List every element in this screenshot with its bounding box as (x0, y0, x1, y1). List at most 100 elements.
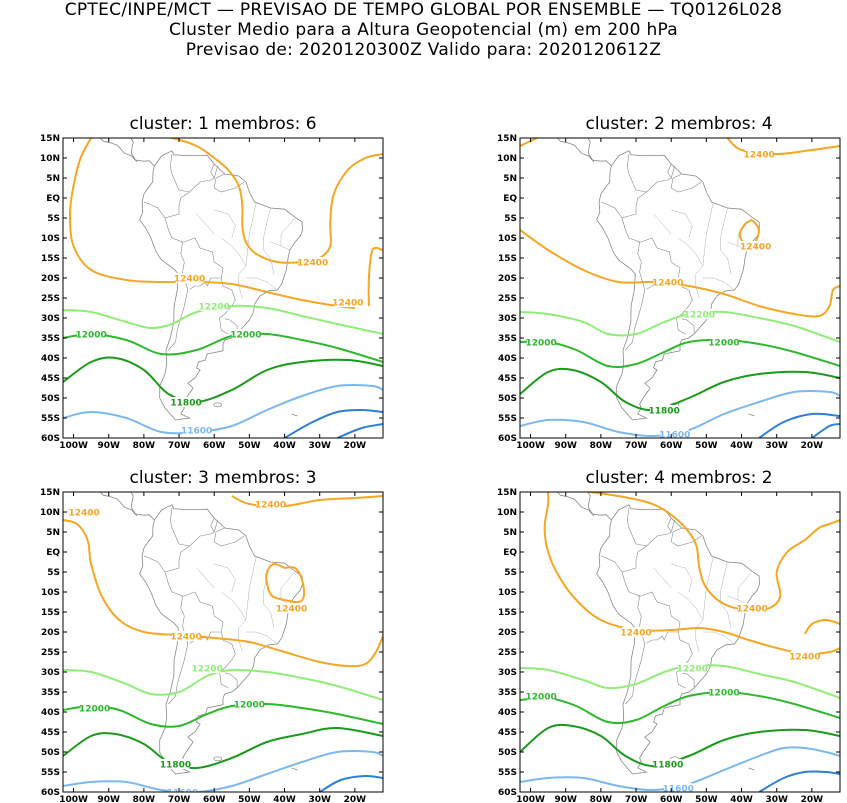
contour-label-bg (745, 149, 774, 159)
lon-label: 80W (590, 795, 613, 803)
coastline-south-america (139, 504, 303, 775)
lat-label: 10N (40, 154, 60, 164)
contour-12400 (367, 246, 383, 307)
contour-label: 12200 (677, 665, 708, 675)
state-border (737, 571, 753, 600)
lat-label: 20S (41, 274, 60, 284)
lat-label: 10N (497, 508, 517, 518)
contour-label: 12400 (68, 509, 99, 519)
lon-label: 20W (801, 441, 824, 451)
country-border (621, 519, 675, 627)
country-border (169, 153, 190, 193)
lon-label: 50W (695, 795, 718, 803)
state-border (720, 561, 732, 629)
lat-label: 15N (40, 488, 60, 498)
lat-label: 25S (498, 294, 517, 304)
lat-label: 55S (498, 414, 517, 424)
lat-label: 55S (41, 768, 60, 778)
contour-label: 11600 (167, 789, 198, 799)
figure-header: CPTEC/INPE/MCT — PREVISAO DE TEMPO GLOBA… (0, 0, 847, 60)
lat-label: 15S (498, 254, 517, 264)
contour-label-bg (653, 759, 682, 769)
contour-label: 12000 (708, 339, 739, 349)
lat-label: 35S (41, 688, 60, 698)
south-georgia (748, 767, 755, 771)
contour-12400 (520, 229, 840, 318)
lat-label: 20S (41, 628, 60, 638)
contour-label-bg (678, 663, 707, 673)
state-border (196, 213, 215, 235)
lon-label: 90W (554, 441, 577, 451)
state-border (221, 237, 247, 267)
contour-label-bg (70, 507, 99, 517)
state-border (678, 237, 704, 267)
contour-label: 12400 (174, 275, 205, 285)
lat-label: 50S (41, 394, 60, 404)
contour-label-bg (685, 309, 714, 319)
country-border (625, 271, 646, 351)
lon-label: 100W (59, 795, 88, 803)
contour-12200 (63, 668, 383, 701)
country-border (621, 165, 675, 273)
contour-label-bg (80, 703, 109, 713)
lon-label: 30W (308, 795, 331, 803)
lon-label: 100W (516, 795, 545, 803)
lat-label: EQ (503, 194, 517, 204)
contour-label-bg (231, 329, 260, 339)
coastline-central-america (587, 138, 595, 163)
map-content: 12400 12400 12400 12200 12000 12000 11800 11600 (520, 138, 840, 438)
state-border (263, 561, 275, 629)
contour-label-bg (193, 663, 222, 673)
contour-label-bg (235, 699, 264, 709)
contour-12200 (63, 304, 383, 335)
south-georgia (291, 767, 298, 771)
contour-label: 12400 (255, 501, 286, 511)
country-border (210, 163, 215, 179)
contour-label: 12400 (170, 633, 201, 643)
country-border (189, 277, 236, 335)
contour-12400 (231, 495, 383, 508)
map-frame (62, 137, 384, 439)
contour-label-bg (622, 627, 651, 637)
contour-label-bg (161, 759, 190, 769)
country-border (213, 173, 245, 193)
contour-12200 (520, 664, 840, 699)
country-border (637, 237, 681, 279)
contour-label-bg (168, 787, 197, 792)
contour-12400 (726, 138, 840, 155)
contour-label-bg (182, 425, 211, 435)
contour-12200 (520, 310, 840, 343)
south-georgia (748, 413, 755, 417)
state-border (245, 631, 278, 645)
lat-label: 60S (41, 434, 60, 444)
state-border (245, 277, 278, 291)
lat-label: 15S (498, 608, 517, 618)
contour-label-bg (200, 301, 229, 311)
lat-label: 55S (498, 768, 517, 778)
lat-label: 60S (498, 434, 517, 444)
panel-title-cluster-2: cluster: 2 membros: 4 (585, 114, 773, 134)
coastline-central-america (556, 138, 612, 167)
contour-label: 12400 (276, 605, 307, 615)
header-line-1: CPTEC/INPE/MCT — PREVISAO DE TEMPO GLOBA… (64, 0, 783, 20)
lat-label: 45S (498, 728, 517, 738)
contour-11600 (520, 746, 840, 792)
lat-label: EQ (46, 194, 60, 204)
state-border (214, 563, 236, 593)
coastline-south-america (596, 150, 760, 421)
lon-label: 60W (203, 441, 226, 451)
lon-label: 60W (660, 795, 683, 803)
country-border (667, 517, 672, 533)
contour-12000 (520, 691, 840, 725)
lat-label: 20S (498, 274, 517, 284)
lon-label: 90W (554, 795, 577, 803)
lon-label: 30W (765, 795, 788, 803)
lat-label: 50S (498, 748, 517, 758)
country-border (626, 153, 647, 193)
contour-label-bg (653, 277, 682, 287)
south-georgia (291, 413, 298, 417)
lat-label: 5N (46, 528, 60, 538)
lat-label: 10N (497, 154, 517, 164)
